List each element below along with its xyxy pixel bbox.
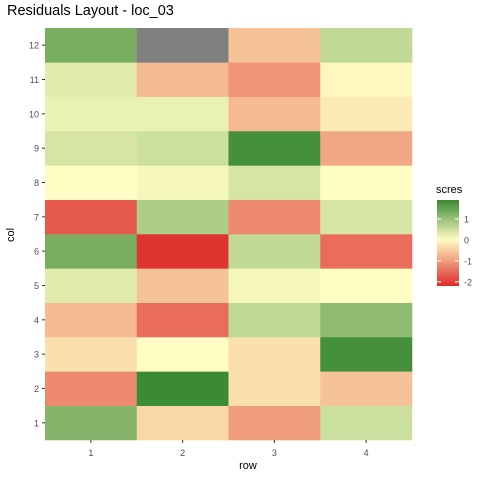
heatmap-cell [136,268,229,303]
y-tick-label: 3 [34,350,39,360]
heatmap-cells [45,28,413,441]
heatmap-cell [228,165,321,200]
heatmap-cell [320,337,413,372]
legend-tick-label: 0 [464,235,469,245]
heatmap-cell [45,268,138,303]
heatmap-cell [136,28,229,63]
legend-tick-label: 1 [464,214,469,224]
heatmap-cell [136,131,229,166]
x-axis-title: row [239,460,257,472]
heatmap-cell [320,96,413,132]
x-tick-label: 2 [180,448,185,458]
heatmap-cell [45,337,138,372]
heatmap-cell [228,96,321,132]
heatmap-cell [136,405,229,441]
y-tick-label: 6 [34,247,39,257]
heatmap-cell [228,405,321,441]
y-tick-label: 10 [29,109,39,119]
heatmap-cell [228,131,321,166]
heatmap-cell [136,371,229,406]
y-tick-label: 7 [34,212,39,222]
heatmap-cell [45,234,138,269]
heatmap-cell [320,199,413,235]
heatmap-cell [228,199,321,235]
y-tick-label: 9 [34,144,39,154]
heatmap-cell [136,96,229,132]
heatmap-cell [320,371,413,406]
y-tick-label: 5 [34,281,39,291]
y-tick-label: 12 [29,41,39,51]
heatmap-cell [320,405,413,441]
heatmap-cell [228,302,321,338]
x-axis: 1 2 3 4 [88,440,369,458]
x-tick-label: 3 [272,448,277,458]
heatmap-cell [228,234,321,269]
heatmap-cell [45,371,138,406]
y-tick-label: 4 [34,315,39,325]
heatmap-cell [45,28,138,63]
heatmap-cell [45,199,138,235]
heatmap-cell [320,62,413,97]
x-tick-label: 1 [88,448,93,458]
heatmap-cell [320,234,413,269]
heatmap-cell [45,165,138,200]
heatmap-cell [45,96,138,132]
chart-title: Residuals Layout - loc_03 [7,3,174,19]
heatmap-cell [320,165,413,200]
x-tick-label: 4 [364,448,369,458]
heatmap-cell [45,62,138,97]
heatmap-cell [136,302,229,338]
y-tick-label: 8 [34,178,39,188]
heatmap-cell [320,302,413,338]
heatmap-cell [45,405,138,441]
heatmap-cell [320,28,413,63]
y-axis-title: col [5,227,17,243]
legend-colorbar [437,200,459,286]
heatmap-cell [136,199,229,235]
color-legend: -2 -1 0 1 [437,200,472,287]
heatmap-cell [45,302,138,338]
heatmap-cell [45,131,138,166]
heatmap-cell [320,268,413,303]
y-tick-label: 1 [34,418,39,428]
heatmap-cell [228,28,321,63]
heatmap-cell [136,165,229,200]
heatmap-cell [228,371,321,406]
y-tick-label: 11 [30,75,39,85]
heatmap-cell [136,62,229,97]
heatmap-cell [228,337,321,372]
heatmap-cell [136,234,229,269]
legend-tick-label: -2 [464,277,472,287]
legend-title: scres [436,184,463,196]
heatmap-cell [320,131,413,166]
legend-tick-label: -1 [464,256,472,266]
heatmap-cell [136,337,229,372]
heatmap-cell [228,268,321,303]
y-tick-label: 2 [34,384,39,394]
heatmap-cell [228,62,321,97]
